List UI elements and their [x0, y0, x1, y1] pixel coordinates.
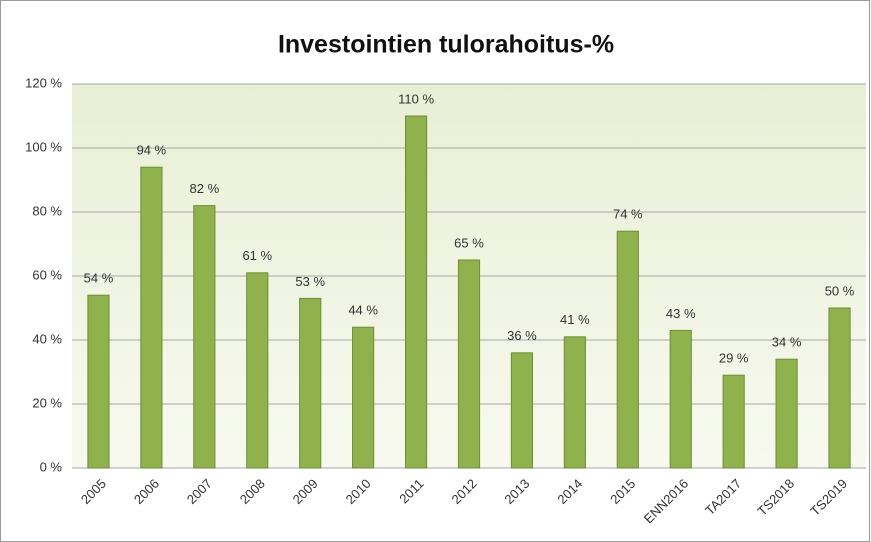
- bar: [457, 259, 481, 469]
- bar: [352, 326, 375, 469]
- bar: [404, 115, 428, 469]
- bar: [669, 329, 692, 469]
- data-label: 61 %: [242, 248, 272, 263]
- bar: [140, 166, 163, 469]
- data-label: 43 %: [666, 306, 696, 321]
- data-label: 94 %: [137, 143, 167, 158]
- bar: [246, 272, 269, 469]
- y-tick-label: 20 %: [32, 395, 62, 410]
- bar: [87, 294, 110, 469]
- y-tick-label: 0 %: [40, 459, 63, 474]
- data-label: 54 %: [84, 271, 114, 286]
- data-label: 82 %: [190, 181, 220, 196]
- chart-title: Investointien tulorahoitus-%: [278, 31, 614, 59]
- y-tick-label: 60 %: [32, 267, 62, 282]
- data-label: 65 %: [454, 235, 484, 250]
- y-tick-label: 100 %: [25, 139, 62, 154]
- bar: [193, 205, 216, 469]
- data-label: 34 %: [772, 335, 802, 350]
- y-tick-label: 40 %: [32, 331, 62, 346]
- bar: [828, 307, 851, 469]
- data-label: 36 %: [507, 328, 537, 343]
- bar: [299, 297, 322, 469]
- data-label: 53 %: [295, 274, 325, 289]
- data-label: 41 %: [560, 312, 590, 327]
- y-tick-label: 120 %: [25, 75, 62, 90]
- bar: [722, 374, 745, 469]
- data-label: 29 %: [719, 351, 749, 366]
- bar: [563, 336, 586, 469]
- bar: [616, 230, 639, 469]
- data-label: 74 %: [613, 207, 643, 222]
- data-label: 44 %: [348, 303, 378, 318]
- bar: [510, 352, 534, 469]
- y-tick-label: 80 %: [32, 203, 62, 218]
- data-label: 50 %: [825, 283, 855, 298]
- data-label: 110 %: [398, 91, 434, 106]
- bar: [775, 358, 798, 469]
